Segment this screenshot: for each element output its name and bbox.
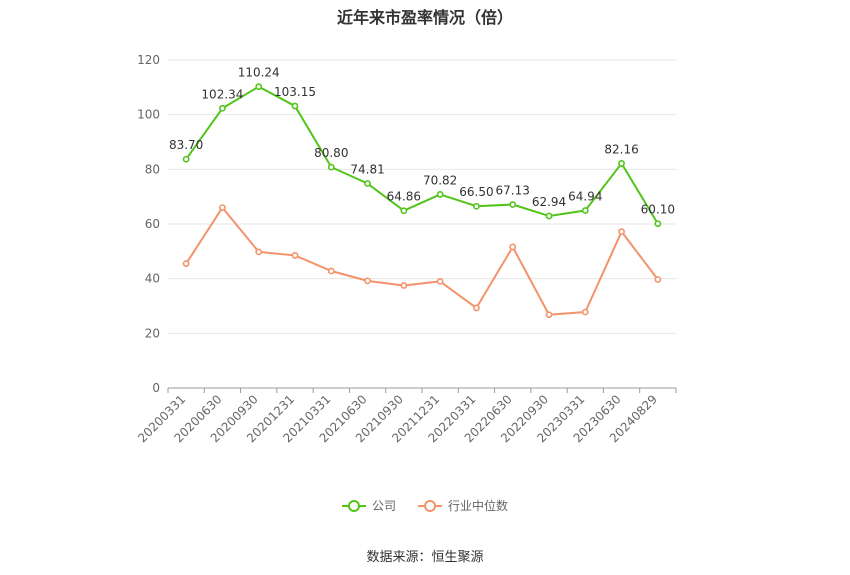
- legend-label-industry-median: 行业中位数: [448, 499, 509, 513]
- y-tick-label: 40: [145, 272, 160, 286]
- data-source-note: 数据来源：恒生聚源: [366, 550, 484, 565]
- industry-median-data-point: [545, 311, 553, 319]
- y-tick-label: 120: [137, 53, 160, 67]
- company-data-point: [182, 155, 190, 163]
- data-label: 64.86: [387, 190, 421, 204]
- axis-layer: 0204060801001202020033120200630202009302…: [135, 53, 677, 445]
- company-data-point: [436, 191, 444, 198]
- company-series-line: [185, 85, 659, 225]
- legend-line-icon: [418, 499, 442, 513]
- series-layer: [182, 83, 662, 319]
- chart-title: 近年来市盈率情况（倍）: [336, 8, 513, 27]
- industry-median-data-point: [618, 228, 625, 236]
- company-data-point: [473, 202, 480, 210]
- industry-median-data-point: [255, 248, 263, 256]
- y-tick-label: 60: [145, 217, 160, 231]
- label-layer: 83.70 102.34 110.24 103.15 80.8074.8164.8670…: [169, 66, 675, 217]
- legend: 公司 行业中位数: [0, 497, 850, 514]
- data-label: 64.94: [568, 189, 602, 203]
- data-label: 74.81: [350, 163, 384, 177]
- industry-median-data-point: [436, 277, 444, 285]
- company-data-point: [581, 207, 589, 214]
- industry-median-data-point: [400, 282, 408, 289]
- y-tick-label: 80: [145, 162, 160, 176]
- industry-median-data-point: [581, 308, 589, 316]
- data-label: 102.34: [201, 87, 243, 101]
- industry-median-data-point: [327, 267, 335, 275]
- data-label: 82.16: [604, 142, 638, 156]
- legend-line-icon: [341, 499, 366, 513]
- data-label: 80.80: [314, 146, 348, 160]
- company-data-point: [400, 207, 408, 215]
- y-tick-label: 20: [145, 326, 160, 340]
- data-label: 66.50: [459, 185, 493, 199]
- industry-median-data-point: [473, 304, 480, 312]
- company-data-point: [255, 83, 263, 91]
- data-label: 103.15: [274, 85, 316, 99]
- y-tick-label: 100: [137, 108, 160, 122]
- company-data-point: [364, 180, 371, 187]
- data-label: 83.70: [169, 138, 203, 152]
- legend-item-company[interactable]: 公司: [341, 497, 396, 514]
- industry-median-data-point: [364, 277, 371, 285]
- grid-layer: [168, 59, 676, 334]
- company-data-point: [327, 163, 335, 171]
- industry-median-data-point: [509, 243, 517, 251]
- company-data-point: [219, 104, 226, 112]
- data-label: 70.82: [423, 173, 457, 187]
- industry-median-series-line: [185, 206, 659, 316]
- data-label: 62.94: [532, 195, 566, 209]
- data-label: 60.10: [641, 203, 675, 217]
- company-data-point: [545, 212, 553, 220]
- legend-item-industry-median[interactable]: 行业中位数: [418, 497, 508, 514]
- company-data-point: [618, 160, 625, 167]
- industry-median-data-point: [291, 252, 299, 259]
- company-data-point: [654, 220, 662, 228]
- legend-label-company: 公司: [371, 499, 396, 513]
- company-data-point: [509, 201, 517, 208]
- industry-median-data-point: [654, 276, 662, 283]
- industry-median-data-point: [219, 204, 226, 211]
- y-tick-label: 0: [152, 381, 160, 395]
- data-label: 67.13: [496, 184, 530, 198]
- industry-median-data-point: [182, 260, 190, 268]
- data-label: 110.24: [238, 66, 280, 80]
- company-data-point: [291, 102, 299, 110]
